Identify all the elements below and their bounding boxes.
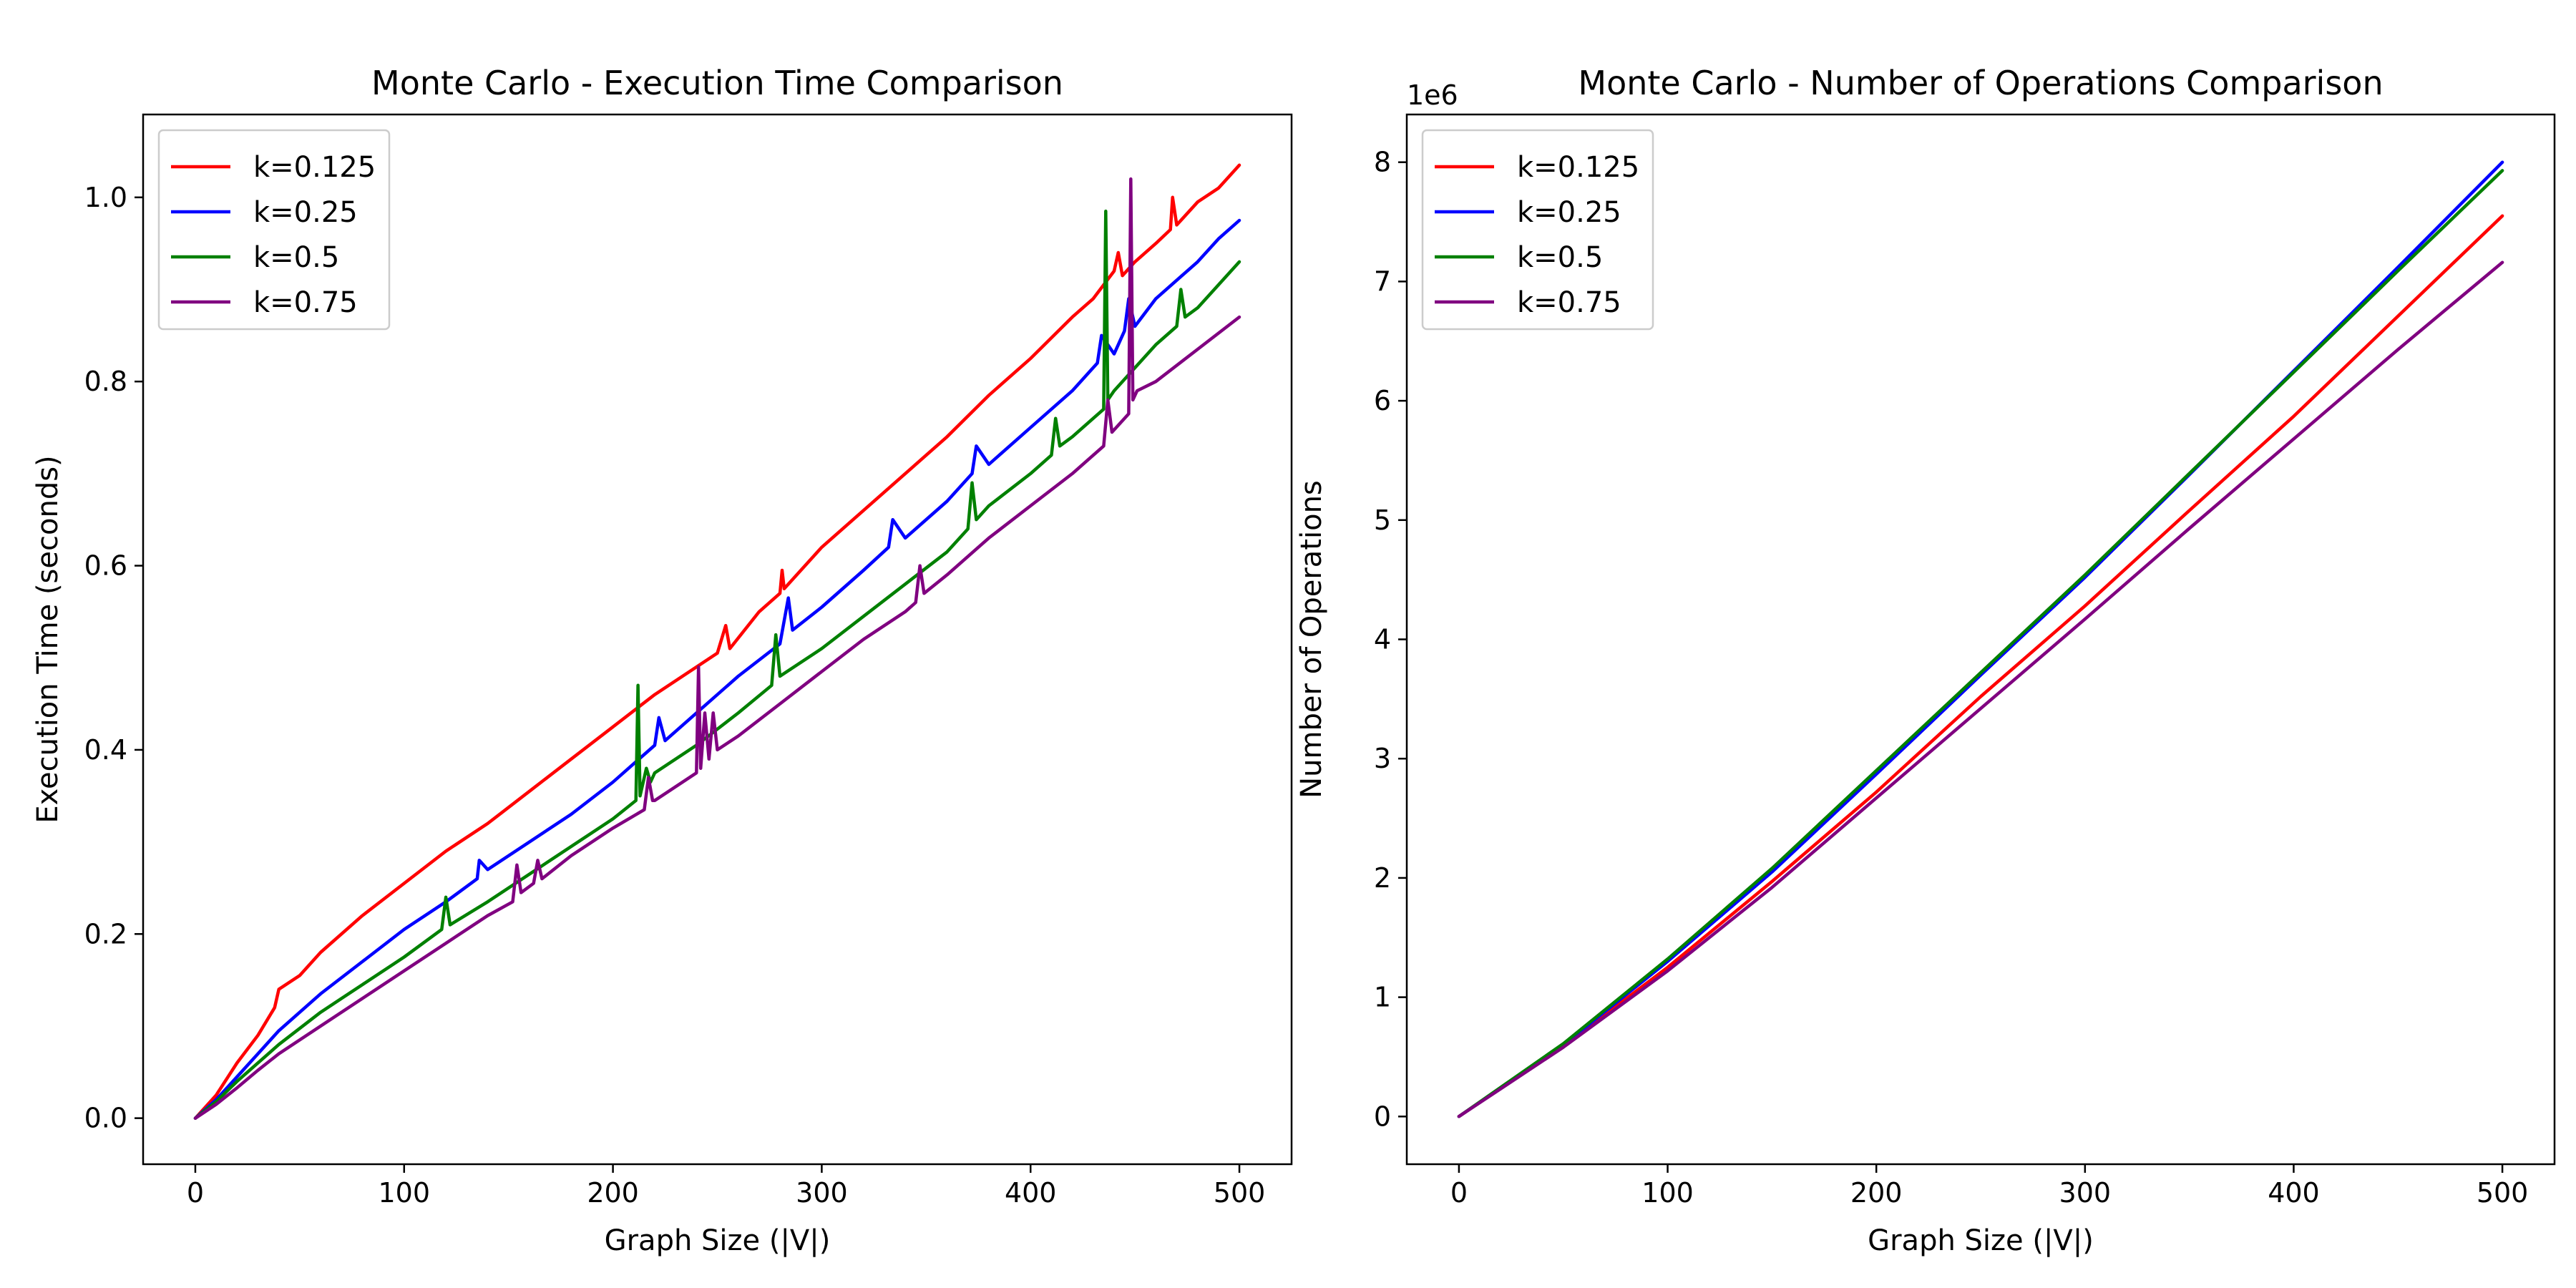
y-tick-label: 1 — [1374, 982, 1391, 1013]
series-line-k-0-5 — [1457, 169, 2504, 1118]
legend-box — [157, 129, 391, 331]
y-tick-label: 7 — [1374, 265, 1391, 297]
series-line-k-0-125 — [1457, 214, 2504, 1118]
x-tick-label: 200 — [587, 1177, 639, 1209]
y-tick-label: 0.4 — [84, 734, 127, 766]
chart-title: Monte Carlo - Execution Time Comparison — [371, 64, 1063, 102]
y-tick-label: 0.2 — [84, 918, 127, 950]
y-tick-label: 0 — [1374, 1101, 1391, 1132]
y-tick-label: 4 — [1374, 624, 1391, 655]
legend-label: k=0.75 — [253, 286, 358, 319]
series-line-k-0-25 — [193, 218, 1241, 1120]
y-tick-label: 0.0 — [84, 1103, 127, 1134]
x-tick-label: 300 — [796, 1177, 848, 1209]
legend-label: k=0.5 — [253, 241, 339, 274]
y-tick-label: 5 — [1374, 504, 1391, 536]
series-line-k-0-5 — [193, 209, 1241, 1120]
legend: k=0.125 k=0.25 k=0.5 k=0.75 — [157, 129, 391, 331]
plot-frame — [142, 113, 1293, 1166]
x-tick-label: 0 — [1450, 1177, 1468, 1209]
x-tick-label: 100 — [1641, 1177, 1694, 1209]
x-tick-label: 400 — [1005, 1177, 1057, 1209]
x-tick-label: 100 — [379, 1177, 431, 1209]
y-offset-label: 1e6 — [1407, 79, 1458, 111]
legend-label: k=0.25 — [1517, 196, 1621, 229]
legend-label: k=0.125 — [253, 151, 376, 184]
y-tick-label: 0.8 — [84, 366, 127, 397]
y-tick-label: 3 — [1374, 743, 1391, 774]
y-tick-label: 2 — [1374, 862, 1391, 894]
x-tick-label: 500 — [1214, 1177, 1266, 1209]
series-line-k-0-125 — [193, 163, 1241, 1120]
legend-label: k=0.25 — [253, 196, 358, 229]
legend-label: k=0.5 — [1517, 241, 1603, 274]
y-tick-label: 8 — [1374, 147, 1391, 178]
series-line-k-0-75 — [1457, 260, 2504, 1118]
legend-box — [1421, 129, 1654, 331]
chart-title: Monte Carlo - Number of Operations Compa… — [1578, 64, 2383, 102]
x-axis-label: Graph Size (|V|) — [1868, 1224, 2094, 1257]
x-axis-label: Graph Size (|V|) — [605, 1224, 831, 1257]
chart-1: 0 100 200 300 400 500 0.0 0.2 0.4 0.6 0.8 1.0 Monte … — [31, 64, 1293, 1257]
y-axis-label: Execution Time (seconds) — [31, 455, 64, 823]
y-tick-label: 0.6 — [84, 550, 127, 582]
x-tick-label: 400 — [2268, 1177, 2320, 1209]
series-group — [1457, 160, 2504, 1118]
x-tick-label: 200 — [1850, 1177, 1903, 1209]
y-axis-label: Number of Operations — [1295, 480, 1328, 799]
series-group — [193, 163, 1241, 1120]
y-tick-label: 6 — [1374, 385, 1391, 416]
legend-label: k=0.125 — [1517, 151, 1639, 184]
legend-label: k=0.75 — [1517, 286, 1621, 319]
series-line-k-0-75 — [193, 177, 1241, 1120]
x-tick-label: 0 — [187, 1177, 204, 1209]
chart-2: 0 100 200 300 400 500 0 1 2 3 4 5 6 7 8 Monte Carlo - N… — [1295, 64, 2556, 1257]
x-tick-label: 500 — [2477, 1177, 2529, 1209]
x-tick-label: 300 — [2059, 1177, 2112, 1209]
y-tick-label: 1.0 — [84, 182, 127, 213]
legend: k=0.125 k=0.25 k=0.5 k=0.75 — [1421, 129, 1654, 331]
